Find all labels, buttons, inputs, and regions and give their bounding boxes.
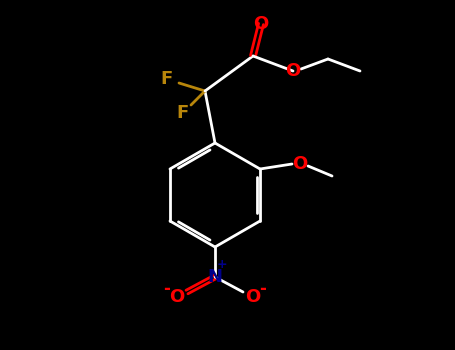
Text: F: F <box>161 70 173 88</box>
Text: -: - <box>163 280 171 298</box>
Text: F: F <box>177 104 189 122</box>
Text: O: O <box>253 15 268 33</box>
Text: O: O <box>169 288 185 306</box>
Text: O: O <box>293 155 308 173</box>
Text: +: + <box>217 259 228 272</box>
Text: N: N <box>207 268 222 286</box>
Text: -: - <box>259 280 267 298</box>
Text: O: O <box>285 62 301 80</box>
Text: O: O <box>245 288 261 306</box>
